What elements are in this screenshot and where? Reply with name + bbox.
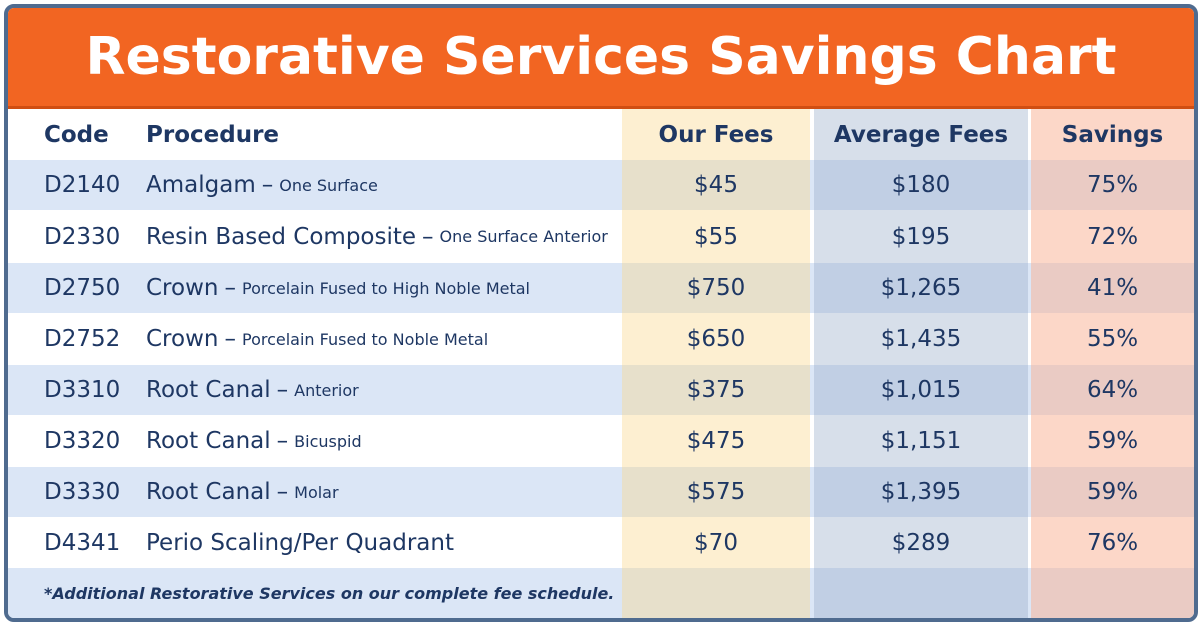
procedure-cell: Root Canal – Anterior — [146, 365, 359, 415]
procedure-detail: Anterior — [294, 380, 359, 400]
our-fees-column-highlight — [622, 109, 810, 618]
our-fee: $375 — [686, 377, 746, 403]
procedure-name: Crown — [146, 275, 219, 301]
procedure-cell: Crown – Porcelain Fused to High Noble Meta… — [146, 263, 530, 313]
procedure-dash: – — [224, 275, 236, 301]
header-savings: Savings — [1061, 121, 1164, 148]
procedure-dash: – — [224, 326, 236, 352]
savings-percent: 41% — [1086, 275, 1139, 301]
procedure-name: Perio Scaling/Per Quadrant — [146, 529, 454, 556]
table-row: D2140 Amalgam – One Surface $45 $180 75% — [8, 160, 1194, 210]
average-fee: $289 — [891, 529, 951, 556]
table-row: D3310 Root Canal – Anterior $375 $1,015 64% — [8, 365, 1194, 415]
savings-percent: 59% — [1086, 428, 1139, 454]
procedure-dash: – — [276, 428, 289, 454]
procedure-name: Root Canal — [146, 479, 271, 505]
procedure-code: D3330 — [44, 479, 121, 505]
our-fee: $55 — [694, 223, 738, 250]
savings-chart-card: Restorative Services Savings Chart Code … — [4, 4, 1198, 622]
average-fee: $195 — [891, 223, 951, 250]
average-fees-column-highlight — [814, 109, 1028, 618]
procedure-detail: Porcelain Fused to Noble Metal — [241, 329, 489, 349]
our-fee: $575 — [686, 479, 746, 505]
procedure-code: D3320 — [44, 428, 121, 454]
procedure-cell: Amalgam – One Surface — [146, 160, 378, 210]
savings-percent: 72% — [1086, 223, 1139, 250]
footnote-row: *Additional Restorative Services on our … — [8, 568, 1194, 618]
procedure-name: Root Canal — [146, 428, 271, 454]
average-fee: $1,435 — [880, 326, 962, 352]
savings-percent: 76% — [1086, 529, 1139, 556]
table-row: D2330 Resin Based Composite – One Surface A… — [8, 210, 1194, 263]
our-fee: $650 — [686, 326, 746, 352]
header-average-fees: Average Fees — [833, 121, 1009, 148]
procedure-dash: – — [422, 223, 434, 250]
average-fee: $1,151 — [880, 428, 962, 454]
procedure-name: Resin Based Composite — [146, 223, 417, 250]
page-title: Restorative Services Savings Chart — [85, 27, 1117, 87]
average-fee: $1,015 — [880, 377, 962, 403]
savings-percent: 75% — [1086, 172, 1139, 198]
header-our-fees: Our Fees — [658, 121, 774, 148]
procedure-name: Amalgam — [146, 172, 256, 198]
footnote: *Additional Restorative Services on our … — [44, 583, 615, 603]
savings-column-highlight — [1031, 109, 1194, 618]
procedure-dash: – — [276, 377, 289, 403]
procedure-detail: One Surface Anterior — [439, 227, 608, 246]
procedure-cell: Crown – Porcelain Fused to Noble Metal — [146, 313, 488, 365]
procedure-dash: – — [261, 172, 274, 198]
procedure-cell: Perio Scaling/Per Quadrant — [146, 517, 454, 568]
procedure-code: D4341 — [44, 529, 121, 556]
table-row: D2752 Crown – Porcelain Fused to Noble Meta… — [8, 313, 1194, 365]
procedure-code: D2752 — [44, 326, 121, 352]
procedure-code: D2330 — [44, 223, 121, 250]
procedure-detail: One Surface — [279, 175, 378, 195]
average-fee: $1,395 — [880, 479, 962, 505]
procedure-name: Crown — [146, 326, 219, 352]
savings-percent: 64% — [1086, 377, 1139, 403]
procedure-detail: Porcelain Fused to High Noble Metal — [241, 278, 530, 298]
savings-percent: 59% — [1086, 479, 1139, 505]
procedure-cell: Root Canal – Bicuspid — [146, 415, 362, 467]
table-row: D2750 Crown – Porcelain Fused to High Noble… — [8, 263, 1194, 313]
procedure-dash: – — [276, 479, 289, 505]
procedure-cell: Root Canal – Molar — [146, 467, 339, 517]
procedure-name: Root Canal — [146, 377, 271, 403]
table-row: D4341 Perio Scaling/Per Quadrant $70 $289 76… — [8, 517, 1194, 568]
savings-percent: 55% — [1086, 326, 1139, 352]
our-fee: $45 — [694, 172, 738, 198]
table-row: D3320 Root Canal – Bicuspid $475 $1,151 59% — [8, 415, 1194, 467]
average-fee: $180 — [891, 172, 951, 198]
fees-table: Code Procedure Our Fees Average Fees Sav… — [8, 109, 1194, 618]
procedure-detail: Bicuspid — [294, 431, 362, 451]
table-header-row: Code Procedure Our Fees Average Fees Sav… — [8, 109, 1194, 160]
table-row: D3330 Root Canal – Molar $575 $1,395 59% — [8, 467, 1194, 517]
title-banner: Restorative Services Savings Chart — [8, 8, 1194, 109]
procedure-code: D3310 — [44, 377, 121, 403]
our-fee: $750 — [686, 275, 746, 301]
our-fee: $475 — [686, 428, 746, 454]
procedure-cell: Resin Based Composite – One Surface Anteri… — [146, 210, 608, 263]
header-procedure: Procedure — [146, 121, 280, 148]
procedure-detail: Molar — [294, 482, 339, 502]
average-fee: $1,265 — [880, 275, 962, 301]
procedure-code: D2750 — [44, 275, 121, 301]
header-code: Code — [44, 121, 109, 148]
procedure-code: D2140 — [44, 172, 121, 198]
our-fee: $70 — [694, 529, 738, 556]
